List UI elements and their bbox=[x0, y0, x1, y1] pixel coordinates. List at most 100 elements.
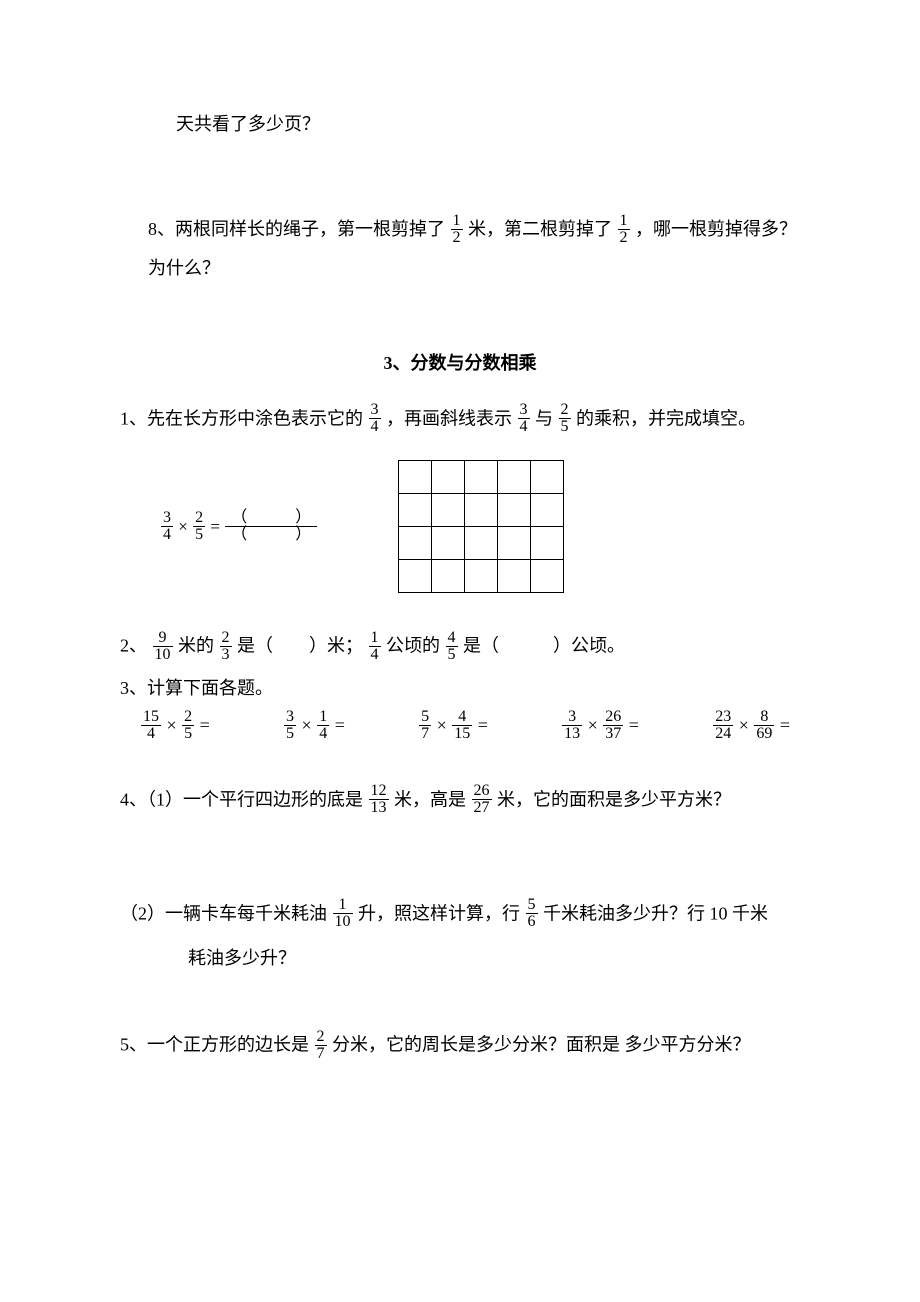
s3q2-f4: 4 5 bbox=[446, 630, 458, 663]
frac-den: 7 bbox=[315, 1046, 327, 1062]
s3q3-row: 154 × 25 = 35 × 14 = 57 × 415 = 313 × 26… bbox=[140, 709, 790, 742]
frac-num: 1 bbox=[451, 213, 463, 230]
frac-den: 5 bbox=[284, 726, 296, 742]
calc-a: 57 bbox=[419, 709, 431, 742]
s3q4p1-f1: 12 13 bbox=[369, 783, 389, 816]
s3q1-grid-container bbox=[398, 460, 564, 593]
eq-equals: = bbox=[210, 517, 220, 536]
frac-num: 15 bbox=[141, 709, 161, 726]
grid-cell bbox=[399, 494, 432, 527]
s3q2-f2: 2 3 bbox=[220, 630, 232, 663]
grid-cell bbox=[498, 494, 531, 527]
calc-item-2: 57 × 415 = bbox=[418, 709, 488, 742]
frac-den: 15 bbox=[452, 726, 472, 742]
s3-q1: 1、先在长方形中涂色表示它的 3 4 ，再画斜线表示 3 4 与 2 5 的乘积… bbox=[120, 396, 800, 440]
frac-den: 3 bbox=[220, 647, 232, 663]
frac-den: 13 bbox=[562, 726, 582, 742]
grid-cell bbox=[531, 560, 564, 593]
frac-num: 5 bbox=[526, 897, 538, 914]
frac-den: 4 bbox=[161, 527, 173, 543]
eq-res: （ ） （ ） bbox=[225, 510, 317, 543]
s3q2-t1: 米的 bbox=[178, 636, 214, 656]
q8-frac2: 1 2 bbox=[618, 213, 630, 246]
s3q4p2-f1: 1 10 bbox=[333, 897, 353, 930]
grid-row bbox=[399, 461, 564, 494]
section3-title: 3、分数与分数相乘 bbox=[120, 349, 800, 378]
s3q1-f3: 2 5 bbox=[559, 402, 571, 435]
frac-den: 5 bbox=[193, 527, 205, 543]
s3q4p2-mid: 升，照这样计算，行 bbox=[358, 903, 520, 923]
s3q5-f1: 2 7 bbox=[315, 1029, 327, 1062]
frac-num: 5 bbox=[419, 709, 431, 726]
s3-q4-2: （2）一辆卡车每千米耗油 1 10 升，照这样计算，行 5 6 千米耗油多少升？… bbox=[120, 891, 800, 972]
q7-content: 天共看了多少页？ bbox=[176, 114, 320, 134]
frac-den: 7 bbox=[419, 726, 431, 742]
frac-num: 2 bbox=[559, 402, 571, 419]
s3q4p1-suffix: 米，它的面积是多少平方米？ bbox=[497, 789, 731, 809]
s3q4p1-f2: 26 27 bbox=[472, 783, 492, 816]
frac-num: 3 bbox=[562, 709, 582, 726]
s3q4p2-suffix: 千米耗油多少升？行 10 千米 bbox=[543, 903, 768, 923]
q8-mid1: 米，第二根剪掉了 bbox=[468, 219, 612, 239]
s3q1-mid1: ，再画斜线表示 bbox=[386, 408, 512, 428]
frac-num: 4 bbox=[452, 709, 472, 726]
calc-b: 415 bbox=[452, 709, 472, 742]
grid-cell bbox=[399, 560, 432, 593]
frac-den: 10 bbox=[153, 647, 173, 663]
grid-cell bbox=[432, 560, 465, 593]
calc-a: 2324 bbox=[713, 709, 733, 742]
s3-q4-1: 4、（1）一个平行四边形的底是 12 13 米，高是 26 27 米，它的面积是… bbox=[120, 777, 800, 821]
grid-cell bbox=[465, 494, 498, 527]
s3-q1-row: 3 4 × 2 5 = （ ） （ ） bbox=[120, 460, 800, 593]
s3q2-f1: 9 10 bbox=[153, 630, 173, 663]
calc-op: × bbox=[739, 715, 749, 735]
calc-a: 154 bbox=[141, 709, 161, 742]
s3q5-prefix: 5、一个正方形的边长是 bbox=[120, 1035, 309, 1055]
s3q2-p1: 2、 bbox=[120, 636, 147, 656]
frac-den: 4 bbox=[369, 419, 381, 435]
calc-op: × bbox=[588, 715, 598, 735]
frac-num: 2 bbox=[193, 510, 205, 527]
frac-num: 1 bbox=[333, 897, 353, 914]
grid-row bbox=[399, 494, 564, 527]
q8-line2: 为什么？ bbox=[148, 249, 800, 289]
frac-num: 3 bbox=[284, 709, 296, 726]
s3q4p2-line2: 耗油多少升？ bbox=[120, 944, 800, 973]
q8-line1: 8、两根同样长的绳子，第一根剪掉了 1 2 米，第二根剪掉了 1 2 ，哪一根剪… bbox=[148, 209, 800, 250]
frac-den: 4 bbox=[518, 419, 530, 435]
s3q4p2-f2: 5 6 bbox=[526, 897, 538, 930]
s3q2-t4: 是（ ）公顷。 bbox=[463, 636, 625, 656]
s3q1-suffix: 的乘积，并完成填空。 bbox=[576, 408, 756, 428]
frac-num: 3 bbox=[161, 510, 173, 527]
frac-num: 12 bbox=[369, 783, 389, 800]
s3-q5: 5、一个正方形的边长是 2 7 分米，它的周长是多少分米？面积是 多少平方分米？ bbox=[120, 1022, 800, 1066]
grid-cell bbox=[465, 461, 498, 494]
frac-num: 2 bbox=[315, 1029, 327, 1046]
grid-cell bbox=[432, 461, 465, 494]
s3-q2: 2、 9 10 米的 2 3 是（ ）米； 1 4 公顷的 4 5 是（ ）公顷… bbox=[120, 623, 800, 667]
calc-b: 869 bbox=[754, 709, 774, 742]
s3q3-title: 3、计算下面各题。 bbox=[120, 674, 800, 703]
frac-num: 26 bbox=[472, 783, 492, 800]
s3q1-f2: 3 4 bbox=[518, 402, 530, 435]
frac-den: 10 bbox=[333, 914, 353, 930]
frac-den: （ ） bbox=[225, 527, 317, 543]
grid-cell bbox=[531, 527, 564, 560]
grid-cell bbox=[432, 527, 465, 560]
calc-a: 35 bbox=[284, 709, 296, 742]
frac-den: 5 bbox=[446, 647, 458, 663]
s3q4p2-line1: （2）一辆卡车每千米耗油 1 10 升，照这样计算，行 5 6 千米耗油多少升？… bbox=[120, 891, 800, 935]
frac-num: 8 bbox=[754, 709, 774, 726]
q8-suffix: ，哪一根剪掉得多？ bbox=[635, 219, 797, 239]
frac-num: 2 bbox=[220, 630, 232, 647]
grid-row bbox=[399, 560, 564, 593]
calc-b: 14 bbox=[317, 709, 329, 742]
grid-cell bbox=[399, 527, 432, 560]
calc-item-3: 313 × 2637 = bbox=[561, 709, 639, 742]
s3q1-f1: 3 4 bbox=[369, 402, 381, 435]
grid-cell bbox=[498, 527, 531, 560]
s3q4p1-mid: 米，高是 bbox=[394, 789, 466, 809]
calc-op: × bbox=[302, 715, 312, 735]
calc-b: 25 bbox=[182, 709, 194, 742]
frac-num: （ ） bbox=[225, 510, 317, 527]
